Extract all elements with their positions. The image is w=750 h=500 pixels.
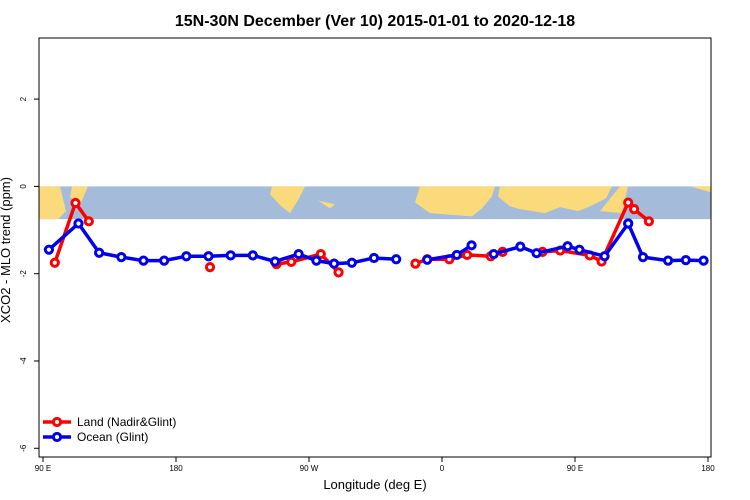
land-data-point: [204, 262, 216, 273]
land-data-point: [70, 197, 81, 209]
y-tick-label: -4: [19, 357, 28, 365]
land-mass: [600, 186, 628, 214]
x-tick-label: 90 E: [567, 464, 583, 473]
legend-land-marker: [51, 416, 63, 428]
land-data-point: [623, 197, 634, 208]
ocean-data-point: [138, 255, 149, 266]
x-tick-label: 180: [169, 464, 183, 473]
ocean-data-point: [531, 248, 542, 259]
legend: Land (Nadir&Glint)Ocean (Glint): [43, 415, 176, 444]
land-data-point: [83, 216, 94, 227]
ocean-data-point: [637, 252, 649, 263]
y-tick-label: -2: [19, 270, 28, 278]
ocean-data-point: [269, 256, 281, 267]
ocean-data-point: [574, 244, 585, 255]
land-data-point: [629, 203, 640, 215]
ocean-data-point: [116, 252, 127, 263]
y-tick-label: 0: [19, 184, 28, 189]
ocean-data-point: [515, 241, 526, 252]
x-axis: 90 E 180 90 W 0 90 E 180: [35, 457, 715, 473]
legend-ocean-label: Ocean (Glint): [77, 430, 148, 444]
ocean-data-point: [599, 251, 610, 262]
land-mass: [270, 186, 305, 214]
ocean-data-point: [466, 240, 477, 251]
ocean-data-point: [311, 255, 322, 266]
ocean-data-point: [623, 218, 634, 229]
land-data-point: [315, 248, 326, 260]
land-mass: [39, 186, 66, 220]
map-strip: [39, 186, 711, 220]
land-data-point: [286, 256, 297, 268]
ocean-data-point: [368, 252, 380, 264]
x-tick-label: 180: [701, 464, 715, 473]
y-axis-label: XCO2 - MLO trend (ppm): [0, 177, 13, 323]
y-tick-label: -6: [19, 444, 28, 452]
ocean-data-point: [422, 254, 433, 265]
ocean-series-line: [47, 221, 397, 266]
land-data-point: [333, 267, 344, 278]
ocean-data-point: [562, 241, 573, 252]
ocean-data-point: [680, 255, 691, 266]
land-data-point: [462, 249, 473, 261]
ocean-data-point: [488, 248, 499, 260]
plot-frame: [38, 37, 712, 458]
land-mass: [498, 186, 612, 214]
land-data-point: [49, 257, 60, 268]
legend-land-label: Land (Nadir&Glint): [77, 415, 176, 429]
land-mass: [690, 186, 711, 193]
chart-title: 15N-30N December (Ver 10) 2015-01-01 to …: [175, 13, 575, 30]
ocean-data-point: [225, 250, 236, 261]
ocean-data-point: [346, 257, 357, 268]
ocean-data-point: [159, 255, 170, 266]
land-data-point: [643, 216, 654, 227]
ocean-data-point: [451, 249, 462, 261]
ocean-data-point: [329, 258, 340, 269]
ocean-data-point: [43, 244, 55, 255]
x-axis-label: Longitude (deg E): [323, 477, 426, 492]
ocean-data-point: [73, 218, 84, 229]
ocean-data-point: [203, 251, 214, 262]
x-tick-label: 90 W: [300, 464, 319, 473]
legend-ocean-marker: [51, 431, 63, 443]
x-tick-label: 0: [440, 464, 445, 473]
ocean-data-point: [663, 255, 674, 266]
ocean-data-point: [247, 250, 258, 261]
ocean-data-point: [391, 254, 402, 265]
land-data-point: [410, 258, 421, 269]
land-mass: [318, 200, 335, 209]
y-axis: 2 0 -2 -4 -6: [19, 96, 39, 452]
ocean-data-point: [698, 255, 709, 266]
ocean-data-point: [181, 251, 192, 262]
ocean-data-point: [293, 248, 304, 260]
y-tick-label: 2: [19, 96, 28, 101]
ocean-data-point: [94, 247, 105, 258]
ocean-series-line: [493, 221, 704, 263]
series-layer: [43, 197, 709, 278]
land-mass: [415, 186, 495, 217]
x-tick-label: 90 E: [35, 464, 51, 473]
